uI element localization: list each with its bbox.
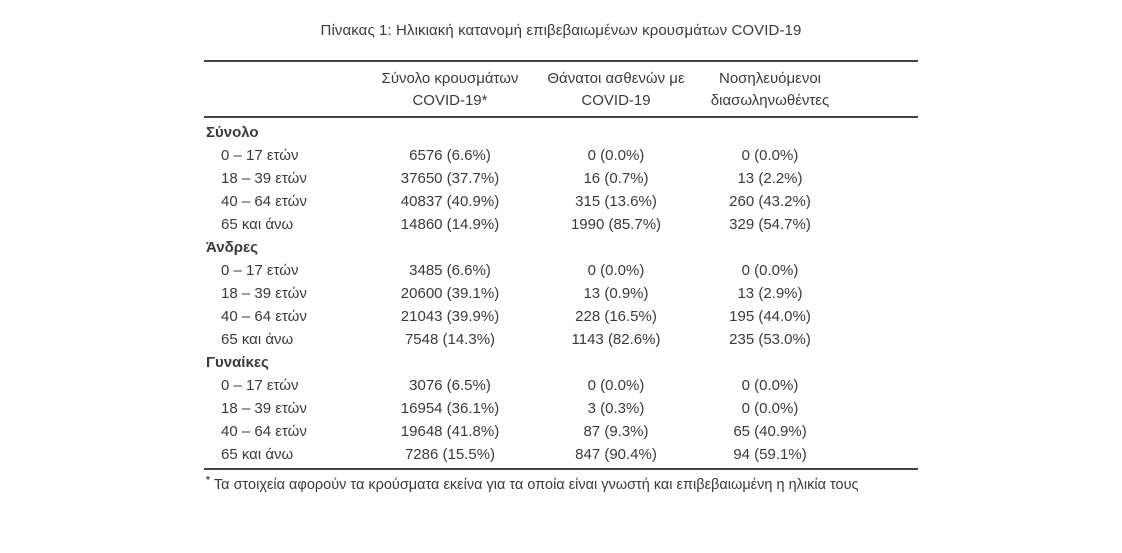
age-group-label: 40 – 64 ετών: [221, 193, 307, 210]
covid-age-distribution-table: Πίνακας 1: Ηλικιακή κατανομή επιβεβαιωμέ…: [204, 0, 918, 493]
table-row: 65 και άνω 7286 (15.5%) 847 (90.4%) 94 (59.…: [204, 443, 918, 466]
deaths-cell: 16 (0.7%): [583, 170, 649, 187]
intubated-cell: 13 (2.9%): [737, 285, 803, 302]
deaths-cell: 0 (0.0%): [587, 262, 645, 279]
top-rule: [204, 60, 918, 62]
cases-cell: 16954 (36.1%): [400, 400, 500, 417]
intubated-cell: 235 (53.0%): [729, 331, 811, 348]
cases-cell: 3485 (6.6%): [409, 262, 491, 279]
deaths-cell: 13 (0.9%): [583, 285, 649, 302]
column-header-cases-line2: COVID-19*: [412, 92, 488, 109]
column-header-deaths: Θάνατοι ασθενών με COVID-19: [547, 68, 684, 112]
table-row: 18 – 39 ετών 20600 (39.1%) 13 (0.9%) 13 (2.…: [204, 282, 918, 305]
table-footnote: * Τα στοιχεία αφορούν τα κρούσματα εκείνα…: [204, 470, 918, 493]
cases-cell: 14860 (14.9%): [400, 216, 500, 233]
table-row: 0 – 17 ετών 3076 (6.5%) 0 (0.0%) 0 (0.0%): [204, 374, 918, 397]
table-header-row: Σύνολο κρουσμάτων COVID-19* Θάνατοι ασθε…: [204, 62, 918, 116]
age-group-label: 18 – 39 ετών: [221, 400, 307, 417]
intubated-cell: 13 (2.2%): [737, 170, 803, 187]
age-group-label: 0 – 17 ετών: [221, 147, 299, 164]
deaths-cell: 3 (0.3%): [587, 400, 645, 417]
age-group-label: 18 – 39 ετών: [221, 285, 307, 302]
cases-cell: 21043 (39.9%): [400, 308, 500, 325]
age-group-label: 65 και άνω: [221, 216, 294, 233]
column-header-cases: Σύνολο κρουσμάτων COVID-19*: [382, 68, 519, 112]
cases-cell: 6576 (6.6%): [409, 147, 491, 164]
age-group-label: 40 – 64 ετών: [221, 423, 307, 440]
intubated-cell: 65 (40.9%): [733, 423, 807, 440]
deaths-cell: 315 (13.6%): [575, 193, 657, 210]
column-header-deaths-line1: Θάνατοι ασθενών με: [547, 70, 685, 87]
cases-cell: 20600 (39.1%): [400, 285, 500, 302]
table-row: 65 και άνω 14860 (14.9%) 1990 (85.7%) 329 (…: [204, 213, 918, 236]
section-header-row: Άνδρες: [204, 236, 918, 259]
table-body: Σύνολο 0 – 17 ετών 6576 (6.6%) 0 (0.0%) 0 (0…: [204, 118, 918, 468]
table-row: 40 – 64 ετών 21043 (39.9%) 228 (16.5%) 195 …: [204, 305, 918, 328]
deaths-cell: 1990 (85.7%): [570, 216, 662, 233]
section-header-row: Σύνολο: [204, 121, 918, 144]
intubated-cell: 0 (0.0%): [741, 377, 799, 394]
deaths-cell: 228 (16.5%): [575, 308, 657, 325]
bottom-rule: [204, 468, 918, 470]
column-header-intubated-line1: Νοσηλευόμενοι: [718, 70, 821, 87]
cases-cell: 19648 (41.8%): [400, 423, 500, 440]
section-label: Σύνολο: [206, 124, 259, 141]
cases-cell: 3076 (6.5%): [409, 377, 491, 394]
table-row: 40 – 64 ετών 19648 (41.8%) 87 (9.3%) 65 (40…: [204, 420, 918, 443]
age-group-label: 0 – 17 ετών: [221, 262, 299, 279]
table-row: 65 και άνω 7548 (14.3%) 1143 (82.6%) 235 (5…: [204, 328, 918, 351]
table-row: 18 – 39 ετών 16954 (36.1%) 3 (0.3%) 0 (0.0%…: [204, 397, 918, 420]
age-group-label: 65 και άνω: [221, 446, 294, 463]
cases-cell: 7286 (15.5%): [404, 446, 496, 463]
deaths-cell: 1143 (82.6%): [571, 331, 661, 348]
footnote-asterisk: *: [206, 475, 210, 486]
deaths-cell: 87 (9.3%): [583, 423, 649, 440]
table-row: 40 – 64 ετών 40837 (40.9%) 315 (13.6%) 260 …: [204, 190, 918, 213]
intubated-cell: 0 (0.0%): [741, 262, 799, 279]
age-group-label: 0 – 17 ετών: [221, 377, 299, 394]
table-row: 18 – 39 ετών 37650 (37.7%) 16 (0.7%) 13 (2.…: [204, 167, 918, 190]
intubated-cell: 0 (0.0%): [741, 400, 799, 417]
age-group-label: 40 – 64 ετών: [221, 308, 307, 325]
deaths-cell: 0 (0.0%): [587, 147, 645, 164]
table-title: Πίνακας 1: Ηλικιακή κατανομή επιβεβαιωμέ…: [320, 22, 802, 39]
deaths-cell: 847 (90.4%): [575, 446, 657, 463]
intubated-cell: 329 (54.7%): [729, 216, 811, 233]
section-label: Άνδρες: [206, 239, 258, 256]
section-label: Γυναίκες: [206, 354, 269, 371]
cases-cell: 7548 (14.3%): [404, 331, 496, 348]
intubated-cell: 260 (43.2%): [729, 193, 811, 210]
section-header-row: Γυναίκες: [204, 351, 918, 374]
table-row: 0 – 17 ετών 6576 (6.6%) 0 (0.0%) 0 (0.0%): [204, 144, 918, 167]
footnote-text: Τα στοιχεία αφορούν τα κρούσματα εκείνα …: [213, 476, 859, 493]
cases-cell: 40837 (40.9%): [400, 193, 500, 210]
intubated-cell: 94 (59.1%): [733, 446, 807, 463]
table-row: 0 – 17 ετών 3485 (6.6%) 0 (0.0%) 0 (0.0%): [204, 259, 918, 282]
column-header-cases-line1: Σύνολο κρουσμάτων: [381, 70, 519, 87]
column-header-intubated: Νοσηλευόμενοι διασωληνωθέντες: [711, 68, 829, 112]
cases-cell: 37650 (37.7%): [400, 170, 500, 187]
deaths-cell: 0 (0.0%): [587, 377, 645, 394]
header-rule: [204, 116, 918, 118]
intubated-cell: 0 (0.0%): [741, 147, 799, 164]
age-group-label: 65 και άνω: [221, 331, 294, 348]
column-header-intubated-line2: διασωληνωθέντες: [710, 92, 830, 109]
age-group-label: 18 – 39 ετών: [221, 170, 307, 187]
intubated-cell: 195 (44.0%): [729, 308, 811, 325]
column-header-deaths-line2: COVID-19: [581, 92, 651, 109]
